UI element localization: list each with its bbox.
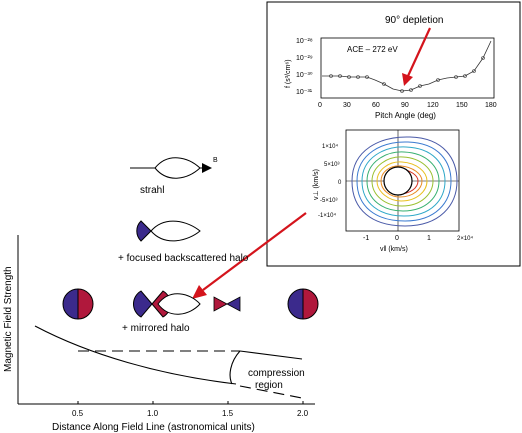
xtick-1.0: 1.0 — [147, 409, 159, 418]
vperp-tick-1: 1×10⁴ — [322, 143, 339, 150]
ytick-1: 10⁻²⁸ — [296, 38, 313, 45]
xtick-1.5: 1.5 — [222, 409, 234, 418]
ytick-3: 10⁻³⁰ — [296, 71, 313, 79]
ytick-4: 10⁻³¹ — [296, 89, 313, 96]
xtick-90: 90 — [401, 102, 409, 109]
bowtie-glyph — [213, 296, 241, 312]
xtick-180: 180 — [485, 102, 497, 109]
top-ylabel: f (s³/cm⁶) — [285, 59, 292, 88]
vpar-tick-3: 1 — [427, 235, 431, 242]
xtick-30: 30 — [343, 102, 351, 109]
depletion-annotation: 90° depletion — [385, 15, 444, 26]
xtick-2.0: 2.0 — [297, 409, 309, 418]
b-label: B — [213, 157, 218, 164]
main-axes — [17, 235, 315, 405]
field-curves — [34, 325, 303, 399]
strahl-glyph — [130, 157, 212, 179]
top-xlabel: Pitch Angle (deg) — [375, 111, 436, 120]
isotropic-glyph-right — [287, 288, 319, 320]
pitch-angle-panel: ACE – 272 eV 10⁻²⁸ 10⁻²⁹ 10⁻³⁰ 10⁻³¹ f (… — [285, 37, 497, 120]
inset-frame — [266, 1, 521, 267]
main-xlabel: Distance Along Field Line (astronomical … — [52, 422, 255, 433]
vperp-tick-5: -1×10⁴ — [318, 212, 337, 219]
xtick-0.5: 0.5 — [72, 409, 84, 418]
velocity-contour-panel: 1×10⁴ 5×10³ 0 -5×10³ -1×10⁴ v⊥ (km/s) -1… — [313, 129, 474, 253]
strahl-label: strahl — [140, 185, 164, 196]
isotropic-glyph-left — [62, 288, 94, 320]
focused-halo-label: + focused backscattered halo — [118, 253, 249, 264]
xtick-120: 120 — [427, 102, 439, 109]
vpar-label: v‖ (km/s) — [380, 246, 408, 253]
compression-label-2: region — [255, 380, 283, 391]
vperp-tick-2: 5×10³ — [324, 162, 340, 168]
vperp-tick-4: -5×10³ — [320, 198, 338, 204]
mirrored-halo-glyph — [132, 290, 201, 318]
mirrored-halo-arrow — [192, 212, 307, 299]
depletion-arrow — [402, 27, 431, 86]
vperp-tick-3: 0 — [338, 180, 342, 186]
vpar-tick-4: 2×10⁴ — [457, 235, 474, 242]
vperp-label: v⊥ (km/s) — [313, 169, 320, 200]
xtick-150: 150 — [456, 102, 468, 109]
ytick-2: 10⁻²⁹ — [296, 55, 313, 62]
xtick-0: 0 — [318, 102, 322, 109]
xtick-60: 60 — [372, 102, 380, 109]
focused-halo-glyph — [136, 220, 201, 242]
compression-label-1: compression — [248, 368, 305, 379]
ace-legend: ACE – 272 eV — [347, 45, 398, 54]
mirrored-halo-label: + mirrored halo — [122, 323, 190, 334]
main-ylabel: Magnetic Field Strength — [3, 266, 14, 372]
vpar-tick-2: 0 — [395, 235, 399, 242]
vpar-tick-1: -1 — [363, 235, 369, 242]
